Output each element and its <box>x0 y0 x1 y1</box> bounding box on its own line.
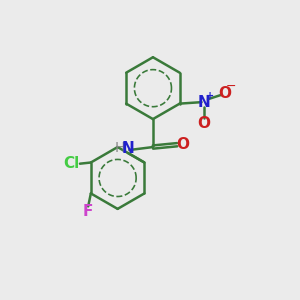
Text: H: H <box>115 141 125 155</box>
Text: +: + <box>206 91 214 101</box>
Text: O: O <box>176 136 189 152</box>
Text: O: O <box>197 116 210 131</box>
Text: N: N <box>197 95 210 110</box>
Text: Cl: Cl <box>64 157 80 172</box>
Text: N: N <box>122 141 134 156</box>
Text: −: − <box>226 80 236 93</box>
Text: F: F <box>83 204 93 219</box>
Text: O: O <box>218 86 231 101</box>
